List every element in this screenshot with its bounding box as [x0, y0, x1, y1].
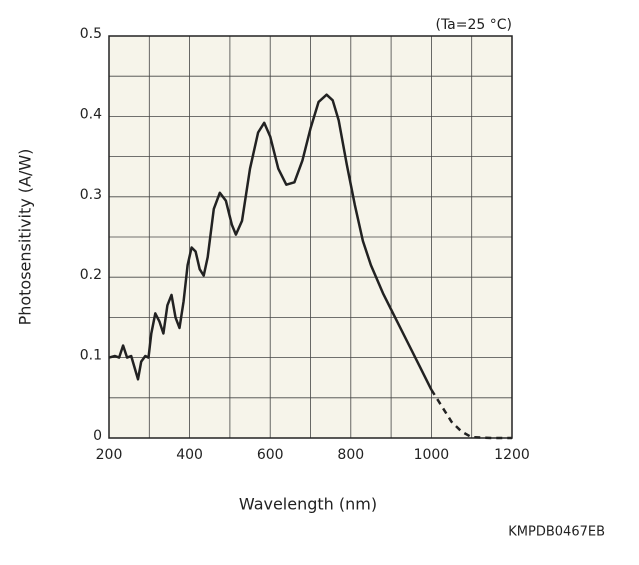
figure-code: KMPDB0467EB [508, 525, 605, 540]
y-tick-label: 0.1 [80, 348, 102, 364]
y-axis-label: Photosensitivity (A/W) [16, 149, 35, 326]
x-axis-label: Wavelength (nm) [239, 495, 377, 514]
x-tick-label: 800 [337, 447, 364, 463]
x-tick-label: 600 [257, 447, 284, 463]
plot-frame [108, 35, 513, 439]
response-curve [108, 93, 433, 391]
y-tick-label: 0.2 [80, 267, 102, 283]
x-tick-label: 1200 [494, 447, 530, 463]
y-tick-label: 0.5 [80, 26, 102, 42]
x-tick-label: 400 [176, 447, 203, 463]
y-tick-label: 0.4 [80, 106, 102, 122]
x-tick-label: 1000 [414, 447, 450, 463]
y-tick-label: 0.3 [80, 187, 102, 203]
annotation: (Ta=25 °C) [435, 17, 512, 33]
y-tick-label: 0 [93, 428, 102, 444]
x-tick-label: 200 [96, 447, 123, 463]
